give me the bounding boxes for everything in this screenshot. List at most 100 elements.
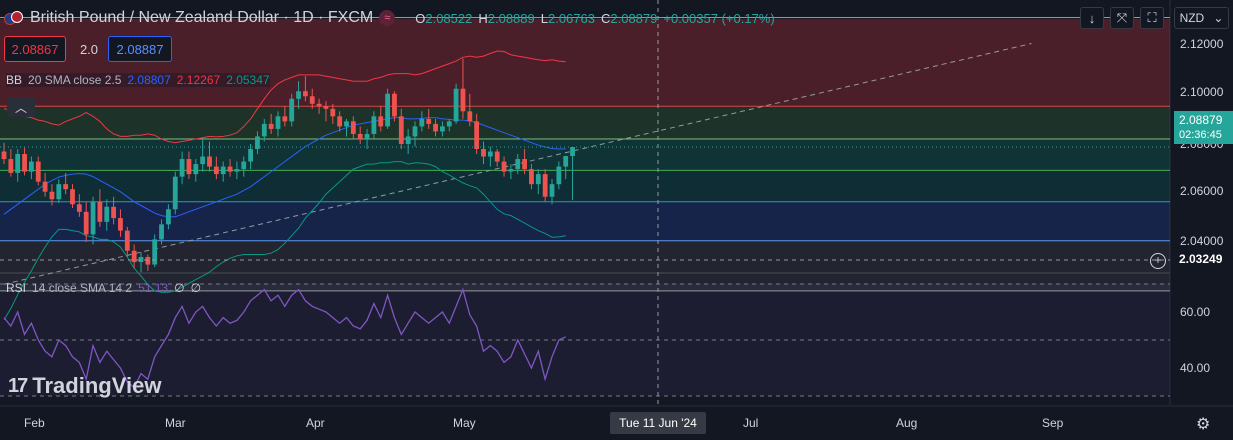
arrow-down-icon: ↓ (1089, 11, 1096, 26)
candle (207, 157, 212, 167)
candle (214, 167, 219, 175)
bb-basis-value: 2.08807 (127, 73, 170, 87)
candle (118, 218, 123, 231)
candle (550, 184, 555, 197)
candle (406, 136, 411, 144)
candle (413, 126, 418, 136)
candle (235, 169, 240, 172)
candle (303, 91, 308, 96)
level-zone (0, 19, 1170, 106)
rsi-axis-label: 40.00 (1180, 361, 1210, 375)
candle (159, 224, 164, 239)
close-value: 2.08879 (610, 11, 657, 26)
candle (228, 167, 233, 172)
candle (15, 154, 20, 173)
spread-value: 2.0 (74, 36, 104, 62)
symbol-title[interactable]: British Pound / New Zealand Dollar · 1D … (30, 9, 373, 27)
time-axis-label: Sep (1042, 416, 1063, 430)
rsi-legend[interactable]: RSI 14 close SMA 14 2 51.13 ∅ ∅ (6, 281, 201, 295)
candle (399, 116, 404, 144)
ohlc-values: O2.08522 H2.08889 L2.06763 C2.08879 +0.0… (415, 11, 774, 26)
candle (111, 207, 116, 218)
collapse-button[interactable]: ⤧ (1110, 7, 1134, 29)
crosshair-date-tag: Tue 11 Jun '24 (610, 412, 706, 434)
scroll-down-button[interactable]: ↓ (1080, 7, 1104, 29)
time-axis-label: Feb (24, 416, 45, 430)
candle (50, 192, 55, 200)
candle (22, 154, 27, 172)
candle (125, 231, 130, 251)
settings-gear-icon[interactable]: ⚙ (1196, 414, 1210, 434)
candle (132, 251, 137, 262)
candle (358, 134, 363, 139)
high-value: 2.08889 (488, 11, 535, 26)
candle (77, 204, 82, 212)
candle (173, 177, 178, 210)
collapse-legend-button[interactable]: ︿ (7, 97, 35, 117)
time-axis-label: Apr (306, 416, 325, 430)
candle (63, 184, 68, 189)
add-alert-icon[interactable]: + (1150, 253, 1166, 269)
currency-selector[interactable]: NZD ⌄ (1174, 7, 1229, 29)
candle (522, 159, 527, 169)
rsi-axis-label: 60.00 (1180, 305, 1210, 319)
symbol-header: British Pound / New Zealand Dollar · 1D … (4, 7, 775, 29)
candle (474, 121, 479, 149)
gbp-nzd-flag-icon (4, 11, 24, 25)
level-zone (0, 139, 1170, 170)
candle (317, 104, 322, 107)
candle (98, 202, 103, 222)
candle (495, 152, 500, 162)
candle (104, 207, 109, 222)
candle (419, 119, 424, 127)
candle (180, 159, 185, 177)
candle (241, 162, 246, 170)
price-axis-label: 2.04000 (1180, 234, 1223, 248)
candle (43, 182, 48, 192)
price-axis-label: 2.12000 (1180, 37, 1223, 51)
fullscreen-button[interactable]: ⛶ (1140, 7, 1164, 29)
candle (502, 162, 507, 172)
candle (187, 159, 192, 174)
candle (385, 94, 390, 127)
low-value: 2.06763 (548, 11, 595, 26)
chevron-down-icon: ⌄ (1213, 11, 1223, 25)
candle (454, 89, 459, 122)
candle (536, 174, 541, 184)
sell-button[interactable]: 2.08867 (4, 36, 66, 62)
candle (56, 184, 61, 199)
rsi-value: 51.13 (138, 281, 168, 295)
candle (481, 149, 486, 157)
candle (221, 167, 226, 175)
chevron-up-icon: ︿ (15, 99, 27, 116)
buy-button[interactable]: 2.08887 (108, 36, 172, 62)
bb-legend[interactable]: BB 20 SMA close 2.5 2.08807 2.12267 2.05… (6, 73, 270, 87)
tradingview-logo-icon: 17 (8, 375, 26, 398)
time-axis-label: May (453, 416, 476, 430)
candle (344, 121, 349, 126)
candle (543, 174, 548, 197)
candle (570, 147, 575, 156)
bb-upper-value: 2.12267 (177, 73, 220, 87)
price-axis-label: 2.10000 (1180, 85, 1223, 99)
candle (248, 149, 253, 162)
change-value: +0.00357 (+0.17%) (663, 11, 774, 26)
candle (29, 162, 34, 172)
candle (337, 116, 342, 126)
time-axis-label: Jul (743, 416, 758, 430)
candle (556, 167, 561, 185)
candle (282, 116, 287, 121)
candle (276, 116, 281, 129)
candle (193, 164, 198, 174)
market-closed-icon[interactable]: ≈ (379, 10, 395, 26)
tradingview-logo[interactable]: 17 TradingView (8, 373, 161, 399)
candle (269, 124, 274, 129)
open-value: 2.08522 (425, 11, 472, 26)
candle (440, 126, 445, 131)
candle (200, 157, 205, 165)
candle (8, 159, 13, 173)
candle (426, 119, 431, 124)
candle (378, 116, 383, 126)
candle (296, 91, 301, 99)
